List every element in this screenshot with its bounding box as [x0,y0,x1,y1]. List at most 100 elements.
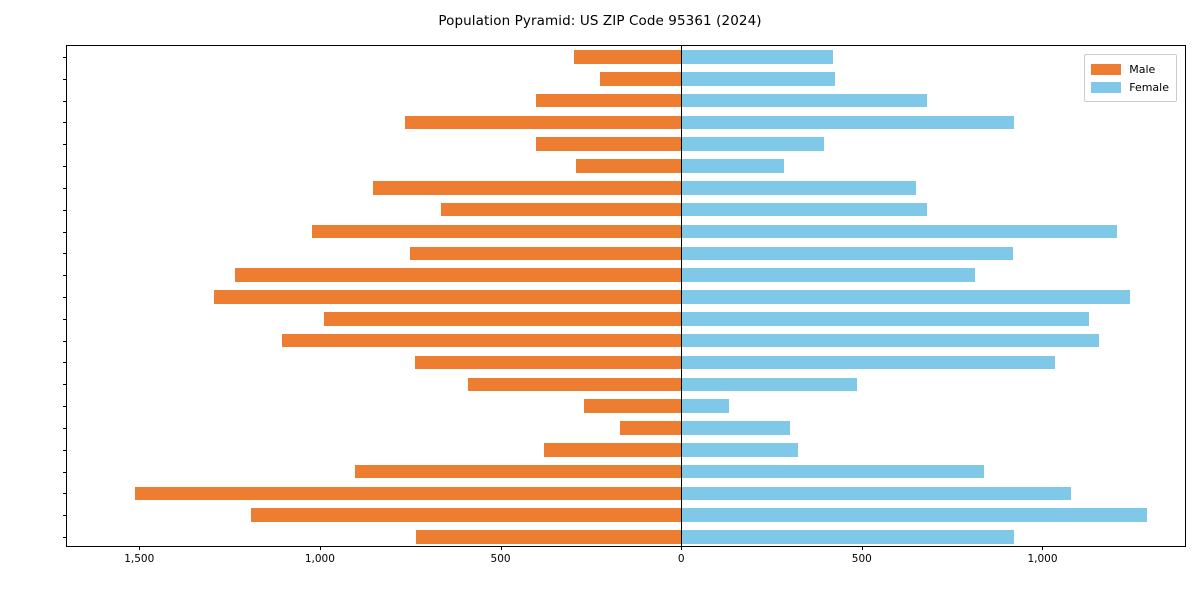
bar-male [405,115,682,130]
legend-color-swatch [1091,63,1122,75]
bar-row [67,202,1185,217]
bar-male [576,159,682,173]
bar-male [440,202,682,217]
bar-male [135,486,682,501]
bar-male [600,71,682,86]
y-axis-tick-mark [63,384,67,386]
y-axis-tick-mark [63,122,67,124]
x-axis-tick-mark [1042,546,1044,550]
y-axis-tick-mark [63,471,67,473]
bar-female [681,530,1014,544]
bar-male [250,508,682,523]
bar-row [67,399,1185,413]
bar-row [67,333,1185,348]
plot-area: 85+80-8475-7970-7467-6965-6662-6460-6155… [63,45,1186,565]
legend-color-swatch [1091,81,1122,93]
bar-male [409,246,682,261]
y-axis-tick-mark [63,297,67,298]
y-axis-tick-mark [63,56,67,58]
x-axis-tick-mark [139,546,141,550]
y-axis-tick-mark [63,253,67,255]
bar-male [468,377,682,392]
bar-male [536,137,682,151]
bar-male [415,530,682,544]
bar-row [67,377,1185,392]
bar-male [213,290,682,304]
bar-male [373,181,682,195]
bar-female [681,137,824,151]
bar-male [536,93,682,108]
x-axis-tick-mark [319,546,321,550]
y-axis-tick-mark [63,493,67,495]
bar-male [584,399,682,413]
x-axis-tick-label: 1,000 [1027,553,1058,565]
y-axis-tick-mark [63,340,67,342]
bar-male [323,312,682,326]
x-axis-tick-label: 0 [677,553,685,565]
bar-female [681,443,799,457]
bar-female [681,268,975,282]
bar-female [681,115,1014,130]
bar-female [681,159,785,173]
legend-entry[interactable]: Female [1091,78,1169,96]
bar-row [67,443,1185,457]
bar-row [67,224,1185,239]
bar-row [67,464,1185,479]
y-axis-tick-mark [63,406,67,408]
bar-male [234,268,682,282]
bar-female [681,464,984,479]
y-axis-tick-mark [63,275,67,277]
bar-row [67,486,1185,501]
y-axis-tick-mark [63,362,67,364]
x-axis-tick-mark [861,546,863,550]
bar-row [67,246,1185,261]
y-axis-tick-mark [63,318,67,320]
y-axis-tick-mark [63,515,67,517]
bar-female [681,93,927,108]
chart-legend: Male Female [1084,54,1177,102]
bar-female [681,181,917,195]
bar-male [311,224,682,239]
bar-row [67,290,1185,304]
bar-female [681,333,1100,348]
bar-female [681,50,833,64]
y-axis-tick-mark [63,187,67,189]
bar-female [681,421,790,435]
bar-row [67,159,1185,173]
bar-female [681,508,1147,523]
bar-row [67,530,1185,544]
bar-row [67,137,1185,151]
plot-inner: 85+80-8475-7970-7467-6965-6662-6460-6155… [63,46,1185,565]
bar-row [67,508,1185,523]
y-axis-tick-mark [63,144,67,146]
chart-title: Population Pyramid: US ZIP Code 95361 (2… [438,13,762,29]
bar-row [67,312,1185,326]
bar-female [681,486,1072,501]
x-axis-tick-label: 1,000 [304,553,335,565]
y-axis-tick-mark [63,166,67,168]
legend-entry[interactable]: Male [1091,60,1169,78]
y-axis-tick-mark [63,427,67,429]
bar-female [681,312,1090,326]
bar-female [681,246,1013,261]
bar-row [67,115,1185,130]
bar-female [681,290,1130,304]
bar-row [67,50,1185,64]
bar-male [619,421,682,435]
bar-female [681,202,927,217]
bar-female [681,71,835,86]
bar-female [681,355,1056,370]
bar-row [67,181,1185,195]
x-axis-tick-label: 1,500 [124,553,155,565]
y-axis-tick-mark [63,100,67,102]
bar-female [681,399,729,413]
bar-male [354,464,682,479]
zero-axis-line [681,46,683,546]
bar-row [67,71,1185,86]
x-axis-tick-label: 500 [851,553,872,565]
x-axis-tick-mark [681,546,683,550]
bar-row [67,355,1185,370]
x-axis-tick-mark [500,546,502,550]
bar-row [67,421,1185,435]
